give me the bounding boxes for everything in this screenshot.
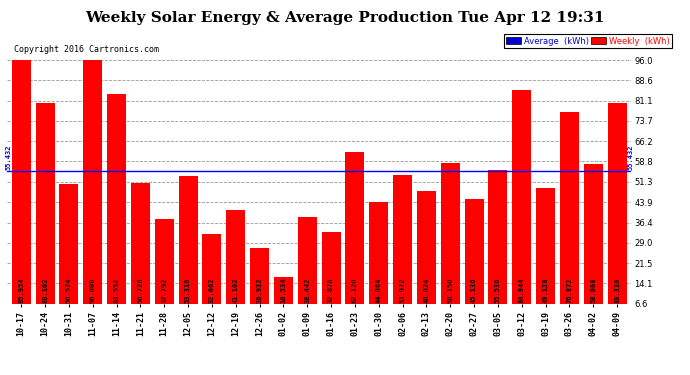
Text: 95.954: 95.954 [18, 278, 24, 303]
Text: 83.552: 83.552 [114, 278, 119, 303]
Bar [250, 248, 269, 322]
Bar [35, 104, 55, 322]
Bar [393, 175, 412, 322]
Text: 53.310: 53.310 [185, 278, 191, 303]
Text: 80.310: 80.310 [614, 278, 620, 303]
Bar [226, 210, 245, 322]
Text: Copyright 2016 Cartronics.com: Copyright 2016 Cartronics.com [14, 45, 159, 54]
Text: Weekly Solar Energy & Average Production Tue Apr 12 19:31: Weekly Solar Energy & Average Production… [86, 11, 604, 25]
Bar [107, 94, 126, 322]
Text: 84.944: 84.944 [519, 278, 524, 303]
Text: 38.442: 38.442 [304, 278, 310, 303]
Text: 62.120: 62.120 [352, 278, 358, 303]
Bar [464, 199, 484, 322]
Bar [584, 164, 603, 322]
Text: 44.064: 44.064 [376, 278, 382, 303]
Text: 53.972: 53.972 [400, 278, 406, 303]
Text: 50.728: 50.728 [137, 278, 144, 303]
Bar [345, 152, 364, 322]
Bar [512, 90, 531, 322]
Bar [297, 217, 317, 322]
Text: 55.432: 55.432 [627, 144, 633, 170]
Text: 41.102: 41.102 [233, 278, 239, 303]
Bar [560, 112, 579, 322]
Bar [607, 103, 627, 322]
Bar [369, 202, 388, 322]
Text: 32.062: 32.062 [209, 278, 215, 303]
Text: 49.128: 49.128 [542, 278, 549, 303]
Text: 45.136: 45.136 [471, 278, 477, 303]
Bar [155, 219, 174, 322]
Text: 32.878: 32.878 [328, 278, 334, 303]
Bar [441, 163, 460, 322]
Text: 16.534: 16.534 [280, 278, 286, 303]
Text: 58.150: 58.150 [447, 278, 453, 303]
Text: 55.432: 55.432 [5, 144, 11, 170]
Bar [417, 191, 436, 322]
Bar [322, 232, 341, 322]
Text: 48.024: 48.024 [424, 278, 429, 303]
Text: 55.536: 55.536 [495, 278, 501, 303]
Text: 58.008: 58.008 [590, 278, 596, 303]
Text: 96.000: 96.000 [90, 278, 96, 303]
Text: 76.872: 76.872 [566, 278, 573, 303]
Bar [202, 234, 221, 322]
Bar [179, 176, 197, 322]
Text: 37.792: 37.792 [161, 278, 167, 303]
Bar [131, 183, 150, 322]
Bar [83, 60, 102, 322]
Text: 50.574: 50.574 [66, 278, 72, 303]
Text: 80.102: 80.102 [42, 278, 48, 303]
Bar [59, 184, 79, 322]
Bar [489, 170, 507, 322]
Bar [274, 277, 293, 322]
Text: 26.932: 26.932 [257, 278, 262, 303]
Legend: Average  (kWh), Weekly  (kWh): Average (kWh), Weekly (kWh) [504, 34, 672, 48]
Bar [12, 60, 31, 322]
Bar [536, 188, 555, 322]
